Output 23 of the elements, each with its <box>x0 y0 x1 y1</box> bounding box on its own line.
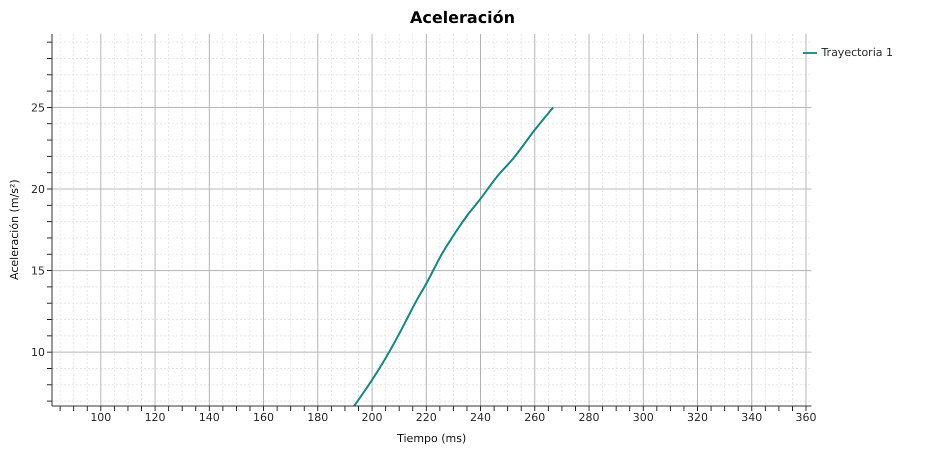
x-tick-label: 340 <box>741 410 762 424</box>
x-tick-label: 260 <box>524 410 546 424</box>
x-tick-label: 280 <box>578 410 600 424</box>
x-tick-label: 220 <box>416 410 437 424</box>
line-series <box>353 106 554 406</box>
x-tick-label: 160 <box>253 410 274 424</box>
x-tick-label: 200 <box>362 410 383 424</box>
chart-title: Aceleración <box>408 8 516 29</box>
x-tick-label: 120 <box>144 410 166 424</box>
y-axis-title: Aceleración (m/s²) <box>8 179 21 280</box>
legend-label: Trayectoria 1 <box>821 46 893 60</box>
y-tick-label: 15 <box>31 264 45 278</box>
y-tick-label: 10 <box>31 346 45 360</box>
x-tick-label: 300 <box>632 410 654 424</box>
y-tick-label: 25 <box>31 101 45 114</box>
x-axis-title: Tiempo (ms) <box>396 432 466 445</box>
x-tick-label: 100 <box>90 410 112 424</box>
x-tick-label: 180 <box>307 410 328 424</box>
x-tick-label: 360 <box>796 410 817 424</box>
x-tick-label: 140 <box>198 410 220 424</box>
x-tick-label: 320 <box>687 410 708 424</box>
x-tick-label: 240 <box>470 410 492 424</box>
y-tick-label: 20 <box>31 182 45 196</box>
